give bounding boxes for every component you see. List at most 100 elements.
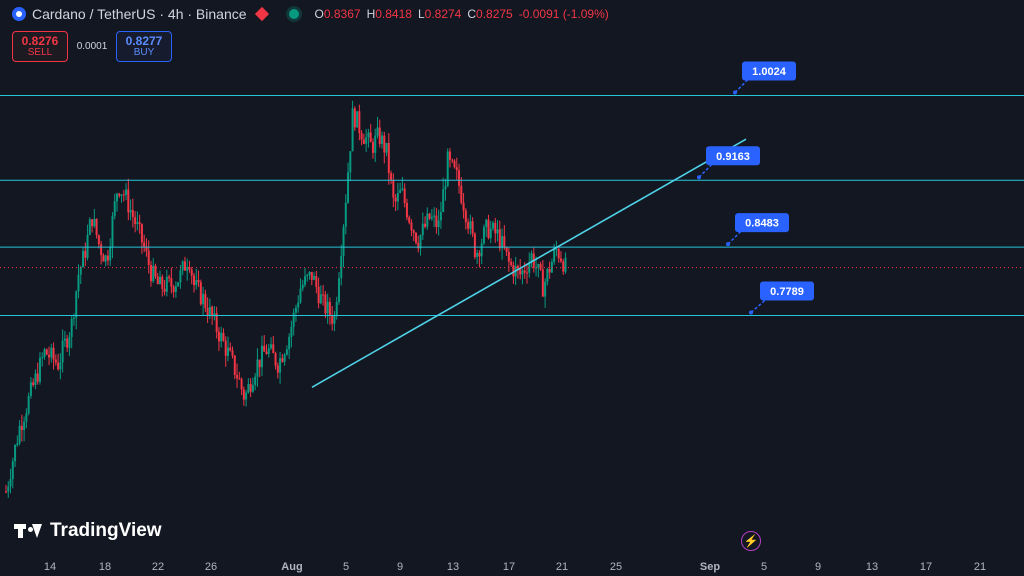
level-label-0[interactable]: 1.0024: [733, 61, 796, 95]
candle-body: [455, 167, 458, 171]
candle-body: [38, 357, 41, 382]
sell-button[interactable]: 0.8276 SELL: [12, 31, 68, 62]
candle: [487, 214, 490, 240]
candle-body: [229, 347, 232, 351]
candle-body: [18, 425, 21, 444]
callout-box: [706, 146, 760, 166]
market-status-icon[interactable]: [288, 9, 299, 19]
candle: [387, 133, 390, 185]
candle-body: [265, 351, 268, 354]
candle-body: [362, 139, 365, 144]
candle: [179, 264, 182, 289]
symbol-title[interactable]: Cardano / TetherUS · 4h · Binance: [32, 6, 247, 22]
candle-body: [242, 389, 245, 400]
candle-body: [306, 274, 309, 277]
candle: [306, 273, 309, 282]
candle: [260, 335, 263, 377]
candle-body: [97, 235, 100, 245]
candle-body: [492, 222, 495, 229]
candle-body: [337, 278, 340, 303]
candle-body: [9, 479, 12, 487]
candle-body: [378, 127, 381, 144]
buy-button[interactable]: 0.8277 BUY: [116, 31, 172, 62]
candle: [541, 260, 544, 297]
candle-body: [315, 275, 318, 287]
candle: [29, 377, 32, 399]
candle: [154, 263, 157, 280]
candle-body: [297, 302, 300, 308]
candle: [163, 279, 166, 296]
candle-body: [165, 276, 168, 292]
candle: [206, 297, 209, 323]
candle-body: [326, 301, 329, 314]
candle: [147, 240, 150, 274]
candle-body: [75, 291, 78, 318]
candle: [485, 218, 488, 237]
candle: [161, 274, 164, 297]
candle: [41, 352, 44, 367]
candle: [525, 263, 528, 284]
candle-body: [68, 336, 71, 348]
lightning-event-icon[interactable]: ⚡: [741, 531, 761, 551]
candle-body: [16, 443, 19, 446]
candle-body: [464, 210, 467, 223]
candle-body: [396, 192, 399, 202]
candle-body: [23, 421, 26, 431]
candle: [249, 378, 252, 398]
high-value: 0.8418: [375, 7, 412, 21]
candle: [426, 207, 429, 230]
candle: [451, 158, 454, 164]
level-label-3[interactable]: 0.7789: [749, 281, 814, 315]
candle: [204, 289, 207, 312]
candle-body: [401, 188, 404, 190]
candle-body: [444, 186, 447, 190]
cardano-icon: [12, 7, 26, 21]
candle-body: [238, 378, 241, 380]
candle: [122, 190, 125, 202]
x-tick-label: 9: [397, 561, 403, 573]
callout-anchor: [726, 242, 730, 247]
candle: [279, 351, 282, 384]
x-tick-label: Aug: [281, 561, 302, 573]
candle-body: [199, 282, 202, 305]
candle: [70, 315, 73, 349]
x-tick-label: 17: [503, 561, 515, 573]
tradingview-logo[interactable]: TradingView: [14, 520, 162, 542]
candle-body: [159, 276, 162, 285]
candle-body: [115, 193, 118, 202]
candle: [494, 217, 497, 243]
candle: [102, 253, 105, 262]
candle-body: [374, 135, 377, 153]
candle: [455, 157, 458, 180]
candle: [120, 194, 123, 203]
level-label-2[interactable]: 0.8483: [726, 213, 789, 247]
candle-body: [283, 354, 286, 362]
candle: [374, 128, 377, 162]
candle: [125, 183, 128, 201]
candle: [446, 148, 449, 187]
candle: [229, 342, 232, 352]
candle-body: [519, 268, 522, 275]
candle: [188, 260, 191, 273]
candle: [396, 183, 399, 211]
candle-body: [442, 189, 445, 213]
candle-body: [308, 271, 311, 275]
open-key: O: [314, 7, 324, 21]
candle-body: [247, 383, 250, 393]
candle-body: [342, 226, 345, 257]
level-label-1[interactable]: 0.9163: [697, 146, 760, 180]
candle: [428, 212, 431, 221]
candle-body: [383, 135, 386, 153]
candle: [143, 234, 146, 253]
candle-body: [70, 318, 73, 337]
candle: [251, 377, 254, 393]
candle: [84, 242, 87, 267]
ohlc-values: O0.8367 H0.8418 L0.8274 C0.8275 -0.0091 …: [315, 7, 609, 21]
candle-body: [487, 219, 490, 239]
flag-icon[interactable]: [254, 6, 269, 22]
candle-body: [480, 243, 483, 257]
trendline[interactable]: [311, 138, 747, 388]
candle: [417, 235, 420, 253]
